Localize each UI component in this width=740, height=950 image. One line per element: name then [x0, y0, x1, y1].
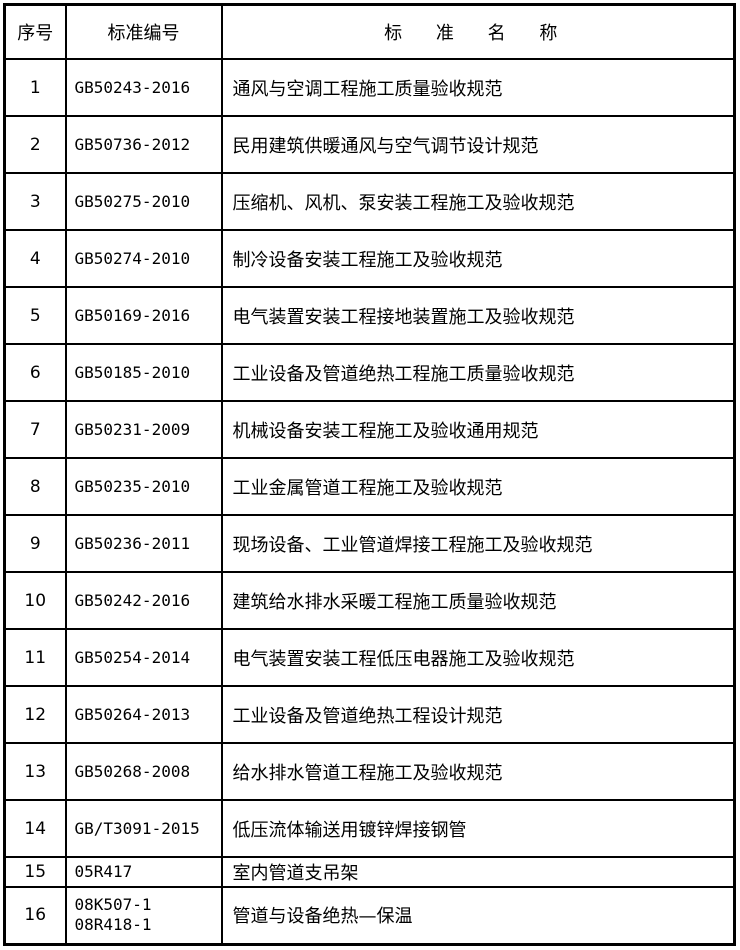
row-name: 压缩机、风机、泵安装工程施工及验收规范 — [220, 172, 736, 231]
row-name: 建筑给水排水采暖工程施工质量验收规范 — [220, 571, 736, 630]
table-row: 12 GB50264-2013 工业设备及管道绝热工程设计规范 — [3, 685, 736, 744]
row-index: 12 — [3, 685, 67, 744]
row-code: GB50275-2010 — [64, 172, 223, 231]
row-code: GB/T3091-2015 — [64, 799, 223, 858]
table-row: 4 GB50274-2010 制冷设备安装工程施工及验收规范 — [3, 229, 736, 288]
row-index: 3 — [3, 172, 67, 231]
row-code: 05R417 — [64, 856, 223, 888]
table-row: 1 GB50243-2016 通风与空调工程施工质量验收规范 — [3, 58, 736, 117]
row-name: 机械设备安装工程施工及验收通用规范 — [220, 400, 736, 459]
table-row: 8 GB50235-2010 工业金属管道工程施工及验收规范 — [3, 457, 736, 516]
row-index: 7 — [3, 400, 67, 459]
row-name: 通风与空调工程施工质量验收规范 — [220, 58, 736, 117]
row-code: GB50169-2016 — [64, 286, 223, 345]
row-code: GB50185-2010 — [64, 343, 223, 402]
code-text: GB50254-2014 — [74, 647, 191, 667]
row-index: 10 — [3, 571, 67, 630]
table-row: 11 GB50254-2014 电气装置安装工程低压电器施工及验收规范 — [3, 628, 736, 687]
table-row: 9 GB50236-2011 现场设备、工业管道焊接工程施工及验收规范 — [3, 514, 736, 573]
row-index: 4 — [3, 229, 67, 288]
row-index: 6 — [3, 343, 67, 402]
row-index: 11 — [3, 628, 67, 687]
row-name: 低压流体输送用镀锌焊接钢管 — [220, 799, 736, 858]
row-code: GB50274-2010 — [64, 229, 223, 288]
code-text: GB50169-2016 — [74, 305, 191, 325]
row-index: 5 — [3, 286, 67, 345]
header-code: 标准编号 — [64, 3, 223, 60]
table-row: 5 GB50169-2016 电气装置安装工程接地装置施工及验收规范 — [3, 286, 736, 345]
row-name: 现场设备、工业管道焊接工程施工及验收规范 — [220, 514, 736, 573]
row-name: 工业设备及管道绝热工程施工质量验收规范 — [220, 343, 736, 402]
row-code: GB50268-2008 — [64, 742, 223, 801]
code-text: GB50236-2011 — [74, 533, 191, 553]
row-code: GB50243-2016 — [64, 58, 223, 117]
table-row: 6 GB50185-2010 工业设备及管道绝热工程施工质量验收规范 — [3, 343, 736, 402]
code-text-2: 08R418-1 — [74, 915, 152, 935]
row-index: 14 — [3, 799, 67, 858]
header-index: 序号 — [3, 3, 67, 60]
row-name: 管道与设备绝热—保温 — [220, 886, 736, 945]
row-name: 工业设备及管道绝热工程设计规范 — [220, 685, 736, 744]
row-index: 9 — [3, 514, 67, 573]
row-index: 13 — [3, 742, 67, 801]
code-text: GB/T3091-2015 — [74, 818, 200, 838]
row-code: GB50736-2012 — [64, 115, 223, 174]
row-name: 民用建筑供暖通风与空气调节设计规范 — [220, 115, 736, 174]
row-name: 电气装置安装工程接地装置施工及验收规范 — [220, 286, 736, 345]
code-text: GB50264-2013 — [74, 704, 191, 724]
row-code: 08K507-1 08R418-1 — [64, 886, 223, 945]
code-text: 05R417 — [74, 862, 133, 881]
row-index: 15 — [3, 856, 67, 888]
row-code: GB50254-2014 — [64, 628, 223, 687]
code-text: 08K507-1 — [74, 895, 152, 915]
table-row: 16 08K507-1 08R418-1 管道与设备绝热—保温 — [3, 886, 736, 945]
code-text: GB50268-2008 — [74, 761, 191, 781]
row-index: 8 — [3, 457, 67, 516]
row-name: 电气装置安装工程低压电器施工及验收规范 — [220, 628, 736, 687]
table-row: 14 GB/T3091-2015 低压流体输送用镀锌焊接钢管 — [3, 799, 736, 858]
code-text: GB50243-2016 — [74, 77, 191, 97]
row-name: 工业金属管道工程施工及验收规范 — [220, 457, 736, 516]
table-row: 3 GB50275-2010 压缩机、风机、泵安装工程施工及验收规范 — [3, 172, 736, 231]
row-code: GB50235-2010 — [64, 457, 223, 516]
row-index: 1 — [3, 58, 67, 117]
row-name: 制冷设备安装工程施工及验收规范 — [220, 229, 736, 288]
row-code: GB50236-2011 — [64, 514, 223, 573]
table-row: 13 GB50268-2008 给水排水管道工程施工及验收规范 — [3, 742, 736, 801]
row-name: 室内管道支吊架 — [220, 856, 736, 888]
table-row: 7 GB50231-2009 机械设备安装工程施工及验收通用规范 — [3, 400, 736, 459]
standards-table: 序号 标准编号 标 准 名 称 1 GB50243-2016 通风与空调工程施工质量… — [3, 3, 736, 946]
row-code: GB50231-2009 — [64, 400, 223, 459]
code-text: GB50231-2009 — [74, 419, 191, 439]
header-name: 标 准 名 称 — [220, 3, 736, 60]
header-row: 序号 标准编号 标 准 名 称 — [3, 3, 736, 60]
table-row: 15 05R417 室内管道支吊架 — [3, 856, 736, 888]
row-code: GB50264-2013 — [64, 685, 223, 744]
code-text: GB50235-2010 — [74, 476, 191, 496]
row-name: 给水排水管道工程施工及验收规范 — [220, 742, 736, 801]
code-text: GB50274-2010 — [74, 248, 191, 268]
row-index: 16 — [3, 886, 67, 945]
code-text: GB50736-2012 — [74, 134, 191, 154]
code-text: GB50185-2010 — [74, 362, 191, 382]
table-row: 10 GB50242-2016 建筑给水排水采暖工程施工质量验收规范 — [3, 571, 736, 630]
code-text: GB50242-2016 — [74, 590, 191, 610]
code-text: GB50275-2010 — [74, 191, 191, 211]
row-code: GB50242-2016 — [64, 571, 223, 630]
table-row: 2 GB50736-2012 民用建筑供暖通风与空气调节设计规范 — [3, 115, 736, 174]
row-index: 2 — [3, 115, 67, 174]
